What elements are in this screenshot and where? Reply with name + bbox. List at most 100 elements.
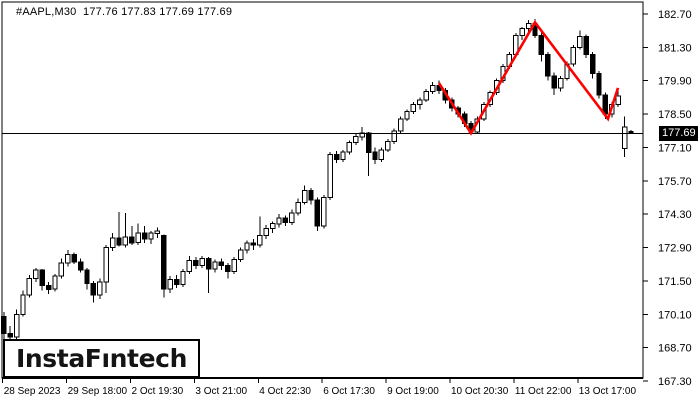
candle-bull (327, 154, 333, 199)
candle-bull (525, 23, 532, 29)
price-axis-label[interactable]: 168.70 (658, 343, 692, 355)
candle-bull (231, 259, 237, 272)
candle-bear (71, 254, 77, 263)
candle-bull (58, 262, 65, 277)
candle-bull (263, 228, 269, 237)
instafintech-watermark: InstaFıntech (3, 339, 200, 378)
candle-bull (180, 270, 186, 285)
candle-bear (551, 75, 557, 89)
candle-bull (237, 249, 244, 260)
candle-bull (276, 217, 282, 225)
candle-bull (199, 257, 205, 266)
time-axis-label[interactable]: 9 Oct 19:00 (387, 386, 439, 397)
candle-bear (372, 151, 378, 160)
candle-bull (621, 126, 628, 150)
candle-bull (289, 212, 295, 223)
price-axis-label[interactable]: 182.70 (658, 9, 692, 21)
candle-bull (391, 130, 397, 143)
candle-bull (557, 77, 564, 89)
candle-bear (193, 260, 199, 267)
price-axis-label[interactable]: 170.10 (658, 309, 692, 321)
candle-bull (423, 91, 429, 101)
candle-bear (250, 242, 257, 246)
candle-bear (141, 232, 148, 240)
candle-bear (90, 282, 97, 296)
candle-bull (378, 149, 385, 160)
candle-bear (583, 36, 589, 55)
candle-bull (20, 294, 26, 315)
price-axis-label[interactable]: 178.50 (658, 109, 692, 121)
candle-bear (333, 154, 340, 160)
candle-bear (225, 264, 231, 272)
time-axis-label[interactable]: 6 Oct 17:30 (323, 386, 375, 397)
time-axis-label[interactable]: 3 Oct 21:00 (195, 386, 247, 397)
candle-bear (205, 257, 212, 270)
candle-bull (340, 151, 346, 160)
symbol-quote-header: #AAPL,M30 177.76 177.83 177.69 177.69 (16, 6, 233, 18)
candle-bull (13, 313, 20, 338)
candle-bull (429, 85, 436, 92)
candle-bull (615, 95, 621, 105)
candle-bull (167, 279, 173, 290)
price-axis-label[interactable]: 175.70 (658, 176, 692, 188)
candle-bear (39, 269, 45, 287)
time-axis-label[interactable]: 2 Oct 19:30 (132, 386, 184, 397)
candle-bear (7, 332, 13, 338)
price-axis-label[interactable]: 181.30 (658, 42, 692, 54)
time-axis-label[interactable]: 29 Sep 18:00 (68, 386, 128, 397)
candle-bear (589, 54, 596, 75)
candle-bull (33, 269, 39, 280)
candle-bull (301, 189, 308, 203)
candle-bull (26, 278, 33, 296)
candle-bull (109, 237, 116, 248)
price-axis-label[interactable]: 177.10 (658, 143, 692, 155)
candle-bull (97, 281, 103, 296)
candle-bull (417, 99, 423, 106)
candle-bull (148, 232, 154, 240)
candle-bull (269, 223, 276, 229)
current-price-tag: 177.69 (659, 126, 698, 141)
candle-bull (570, 46, 577, 65)
price-axis-label[interactable]: 171.50 (658, 276, 692, 288)
candle-bull (397, 118, 404, 132)
candle-bull (577, 36, 583, 48)
candle-bull (519, 27, 525, 36)
candle-bull (346, 142, 353, 153)
candle-bull (257, 235, 263, 246)
candle-bull (103, 247, 109, 283)
candles-layer (1, 18, 634, 341)
price-axis-label[interactable]: 167.30 (658, 376, 692, 388)
candle-bear (161, 235, 167, 290)
price-axis-label[interactable]: 179.90 (658, 76, 692, 88)
time-axis-label[interactable]: 28 Sep 2023 (4, 386, 61, 397)
time-axis-label[interactable]: 10 Oct 20:30 (451, 386, 509, 397)
candle-bull (353, 136, 359, 144)
candle-bear (314, 199, 321, 227)
candle-bear (282, 217, 289, 224)
candle-bull (385, 141, 391, 151)
candle-bull (52, 275, 58, 290)
time-axis-label[interactable]: 11 Oct 22:00 (515, 386, 572, 397)
candle-bear (45, 285, 52, 290)
candle-bull (135, 232, 141, 244)
candle-bear (116, 237, 122, 246)
candle-bull (186, 260, 193, 272)
time-axis-label[interactable]: 4 Oct 22:30 (259, 386, 311, 397)
zigzag-indicator-line (437, 19, 620, 136)
candle-bear (77, 261, 84, 271)
watermark-logo-text: InstaFıntech (16, 344, 187, 373)
candle-bear (538, 34, 545, 56)
candle-bull (244, 242, 250, 251)
price-axis-label[interactable]: 174.30 (658, 209, 692, 221)
candle-bear (173, 279, 180, 286)
candle-bull (410, 104, 417, 113)
time-axis-label[interactable]: 13 Oct 17:00 (579, 386, 637, 397)
price-axis-label[interactable]: 172.90 (658, 243, 692, 255)
candle-bear (596, 73, 602, 96)
candle-bear (129, 236, 135, 244)
candle-bear (308, 189, 314, 201)
candle-bear (602, 94, 609, 115)
candle-bull (154, 230, 161, 234)
